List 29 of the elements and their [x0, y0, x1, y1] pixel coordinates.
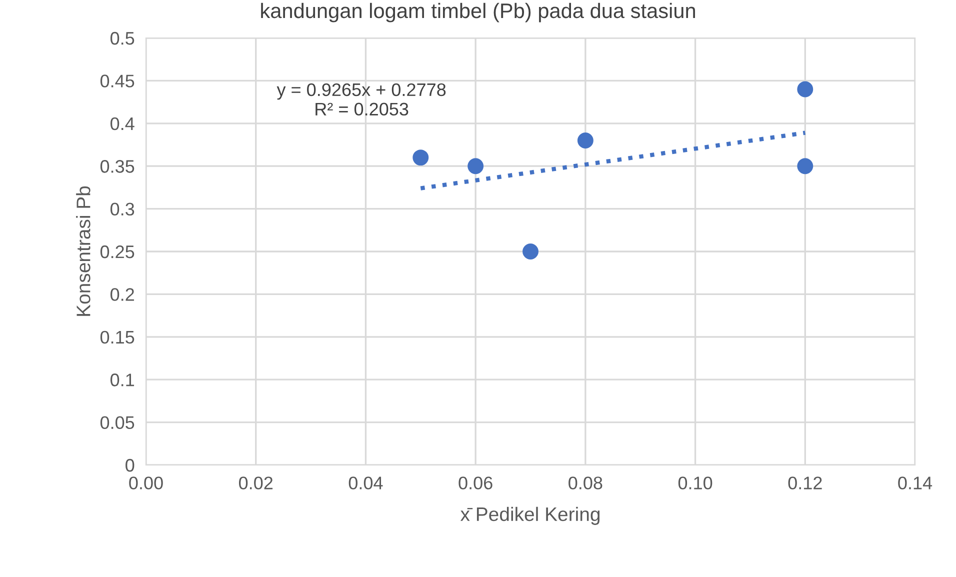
y-tick-label: 0 [126, 458, 134, 472]
y-tick-label: 0.5 [110, 32, 134, 45]
point [577, 132, 594, 148]
x-tick-label: 0.00 [129, 476, 163, 490]
y-tick-label: 0.25 [100, 245, 134, 258]
x-tick-label: 0.14 [898, 476, 932, 490]
y-tick-label: 0.3 [110, 202, 134, 216]
y-tick-label: 0.35 [100, 160, 134, 173]
y-tick-label: 0.4 [110, 117, 134, 130]
y-tick-label: 0.2 [110, 288, 134, 301]
chart-title: kandungan logam timbel (Pb) pada dua stasiun [261, 2, 695, 22]
y-tick-label: 0.1 [110, 374, 134, 386]
y-axis-title: Konsentrasi Pb [76, 186, 90, 316]
point [468, 158, 484, 174]
x-tick-label: 0.12 [788, 476, 822, 490]
x-tick-label: 0.10 [678, 476, 712, 490]
point [522, 244, 538, 260]
y-tick-label: 0.05 [100, 416, 134, 430]
x-tick-label: 0.04 [348, 476, 383, 490]
x-tick-label: 0.02 [238, 476, 273, 490]
point [797, 158, 814, 174]
point [797, 81, 814, 98]
x-tick-label: 0.06 [458, 476, 492, 490]
x-axis-title: x̄ Pedikel Kering [460, 506, 600, 525]
point [412, 150, 429, 166]
x-tick-label: 0.08 [568, 476, 602, 490]
y-tick-label: 0.45 [100, 74, 134, 88]
annotation: y = 0.9265x + 0.2778 R² = 0.2053 [276, 83, 446, 116]
y-tick-label: 0.15 [100, 330, 134, 344]
